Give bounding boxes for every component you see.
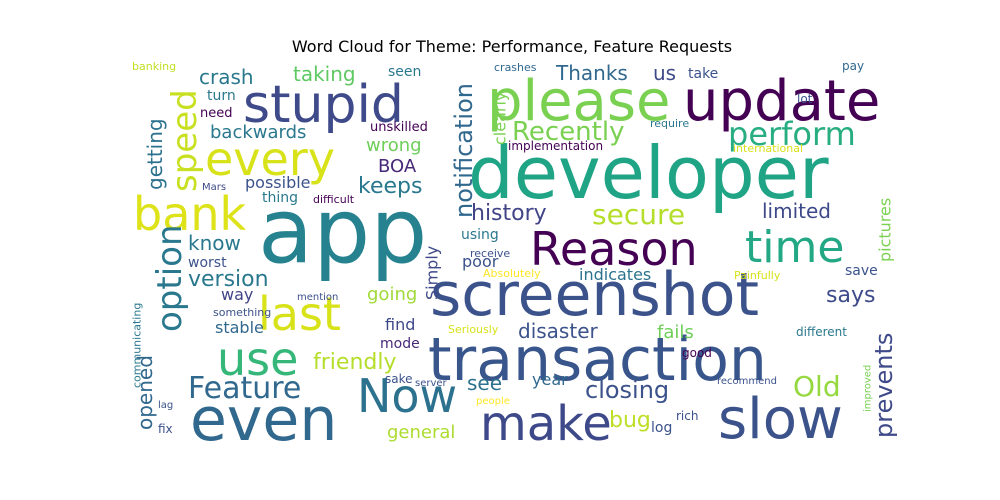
word: please	[487, 69, 671, 134]
word: banking	[132, 60, 176, 73]
word: receive	[470, 247, 510, 260]
word: turn	[207, 88, 236, 104]
word: us	[653, 61, 676, 85]
word: general	[387, 422, 455, 443]
word: different	[796, 325, 847, 339]
word: Seriously	[448, 323, 499, 336]
word: difficult	[313, 193, 355, 206]
word: history	[471, 201, 547, 226]
word: option	[150, 224, 190, 332]
word: good	[682, 346, 712, 360]
word: crashes	[494, 61, 537, 74]
word: backwards	[210, 122, 306, 143]
word: last	[258, 287, 341, 341]
word: developer	[468, 131, 829, 215]
word: perform	[728, 115, 856, 153]
word: sake	[385, 372, 413, 386]
word: international	[733, 142, 803, 155]
word: bank	[133, 187, 247, 241]
word: notification	[450, 83, 478, 218]
word: way	[221, 285, 253, 304]
word: fix	[158, 422, 173, 436]
word: slow	[718, 387, 843, 452]
word: Reason	[530, 222, 698, 276]
word: implementation	[508, 139, 603, 153]
word: limited	[762, 199, 831, 223]
word: bug	[609, 408, 651, 433]
word: save	[845, 263, 878, 279]
word: Simply	[423, 246, 442, 300]
word: screenshot	[430, 260, 759, 330]
word: Thanks	[555, 61, 628, 85]
word: update	[683, 69, 880, 134]
word: clearly	[491, 92, 510, 145]
word: mention	[297, 292, 338, 303]
word: using	[461, 227, 499, 243]
word: secure	[592, 198, 685, 231]
word: need	[200, 106, 233, 121]
word: prevents	[870, 333, 898, 438]
word: taking	[293, 62, 356, 86]
word: says	[826, 283, 875, 308]
word: log	[651, 420, 672, 436]
word: app	[258, 179, 427, 284]
word: friendly	[313, 350, 396, 375]
word: use	[217, 332, 298, 386]
word: recommend	[717, 376, 777, 387]
word: lag	[158, 400, 173, 411]
word: closing	[585, 376, 669, 404]
word: Recently	[512, 117, 624, 147]
word: even	[190, 385, 337, 455]
word: see	[467, 371, 502, 395]
word: every	[205, 132, 335, 186]
word: time	[745, 222, 844, 273]
chart-title: Word Cloud for Theme: Performance, Featu…	[292, 37, 732, 56]
word: Now	[357, 369, 457, 423]
word: seen	[388, 64, 421, 80]
word: speed	[165, 89, 205, 192]
word: year	[532, 370, 568, 389]
word: lot	[797, 92, 813, 106]
word: fails	[657, 322, 694, 343]
word: require	[650, 117, 689, 130]
word: going	[367, 284, 417, 305]
word: worst	[188, 255, 227, 271]
word: version	[188, 267, 269, 292]
word: communicating	[131, 303, 144, 388]
word: wrong	[366, 135, 422, 156]
word: Absolutely	[483, 267, 541, 280]
word: keeps	[358, 174, 422, 199]
word: stable	[215, 318, 264, 337]
word: make	[480, 396, 612, 452]
word: indicates	[579, 265, 651, 284]
word: something	[213, 306, 271, 319]
word: Old	[793, 370, 841, 403]
word: Mars	[202, 182, 226, 193]
word: unskilled	[370, 120, 428, 135]
word: server	[415, 378, 448, 389]
word: transaction	[428, 325, 767, 395]
word: opened	[133, 355, 157, 430]
word: rich	[676, 409, 698, 423]
word: poor	[462, 252, 499, 271]
word: improved	[863, 365, 874, 412]
word: Painfully	[734, 269, 781, 282]
word: possible	[245, 173, 311, 192]
word: disaster	[518, 319, 598, 343]
word: crash	[199, 65, 254, 89]
word: know	[188, 231, 241, 255]
word: pay	[842, 59, 864, 73]
word: getting	[143, 118, 167, 190]
word: take	[688, 66, 718, 82]
word: Feature	[188, 371, 301, 406]
word: pictures	[876, 198, 895, 262]
word: find	[385, 315, 415, 334]
word: thing	[262, 190, 298, 206]
word: stupid	[243, 75, 404, 135]
word: mode	[380, 336, 420, 352]
word: people	[476, 396, 510, 407]
word: BOA	[378, 156, 417, 177]
